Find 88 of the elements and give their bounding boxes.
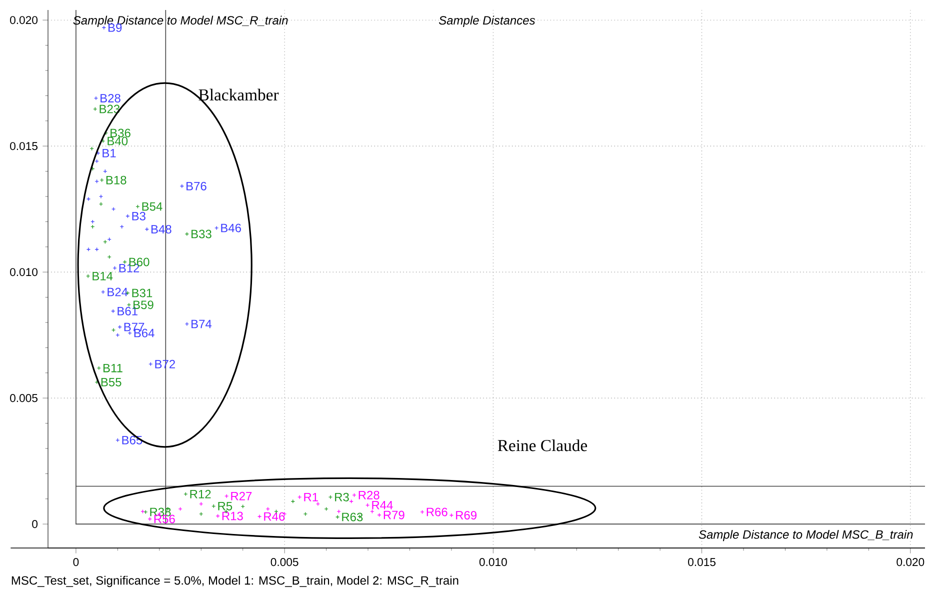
point xyxy=(449,513,454,518)
point xyxy=(136,204,140,209)
x-tick-label: 0 xyxy=(73,558,79,566)
annotation: R46 xyxy=(264,512,285,521)
annotation: B11 xyxy=(103,364,122,372)
point xyxy=(111,207,116,212)
point xyxy=(303,512,308,516)
annotation: B40 xyxy=(108,136,128,146)
point xyxy=(420,510,424,514)
annotation: B14 xyxy=(92,272,113,280)
annotation: R79 xyxy=(384,510,404,520)
point xyxy=(257,514,262,519)
annotation: B1 xyxy=(102,148,116,158)
point xyxy=(116,332,120,338)
annotation: Reine Claude xyxy=(498,439,588,452)
point xyxy=(324,506,328,512)
point xyxy=(178,506,182,512)
point xyxy=(336,509,341,514)
x-tick-label: 0.010 xyxy=(479,558,507,566)
annotation: R3 xyxy=(335,492,349,502)
annotation: R44 xyxy=(372,501,393,510)
point xyxy=(216,514,220,518)
annotation: Blackamber xyxy=(198,88,279,101)
annotation: B28 xyxy=(100,94,120,102)
point xyxy=(98,202,104,206)
point xyxy=(184,492,188,496)
annotation: R13 xyxy=(222,512,243,520)
point xyxy=(101,290,106,294)
point xyxy=(328,495,333,500)
point xyxy=(86,247,91,252)
point xyxy=(111,328,116,332)
annotation: R12 xyxy=(190,490,211,498)
text: MSC_Test_set, Significance = 5.0%, Model 1: MSC_B_train, Model 2: MSC_R_train xyxy=(12,576,458,588)
point xyxy=(214,226,219,230)
annotation: R69 xyxy=(456,510,476,520)
annotation: B24 xyxy=(108,288,128,296)
annotation: R66 xyxy=(426,508,448,516)
annotation: R5 xyxy=(218,502,232,510)
x-tick-label: 0.020 xyxy=(896,558,924,566)
y-tick-label: 0.015 xyxy=(10,142,38,150)
point xyxy=(352,493,356,498)
y-tick-label: 0.005 xyxy=(10,394,38,402)
point xyxy=(107,254,112,260)
point xyxy=(118,324,122,330)
y-tick-label: 0.010 xyxy=(10,268,38,276)
point xyxy=(240,504,245,508)
x-tick-label: 0.005 xyxy=(270,558,298,566)
annotation: B36 xyxy=(110,128,130,138)
annotation: R28 xyxy=(358,490,380,500)
y-tick-label: 0 xyxy=(32,520,38,528)
annotation: R63 xyxy=(342,512,363,522)
x-tick-label: 0.015 xyxy=(688,558,716,566)
point xyxy=(199,512,204,516)
point xyxy=(86,274,90,278)
point xyxy=(144,510,148,514)
annotation: R27 xyxy=(231,492,252,500)
point xyxy=(94,96,98,100)
y-tick-label: 0.020 xyxy=(10,16,38,24)
annotation: B18 xyxy=(106,176,126,184)
annotation: R1 xyxy=(304,492,318,502)
x-axis-title: Sample Distance to Model MSC_B_train xyxy=(698,530,913,542)
annotation: B55 xyxy=(101,378,122,386)
point xyxy=(93,106,98,112)
point xyxy=(96,366,101,370)
point xyxy=(184,322,190,326)
annotation: B3 xyxy=(132,212,146,220)
point xyxy=(148,516,152,522)
point xyxy=(180,184,184,188)
annotation: B33 xyxy=(192,230,212,238)
point xyxy=(370,509,374,514)
annotation: B76 xyxy=(186,182,206,190)
point xyxy=(266,506,270,512)
point xyxy=(224,494,229,498)
annotation: B31 xyxy=(132,288,152,298)
point xyxy=(316,502,320,506)
point xyxy=(86,196,91,202)
point xyxy=(335,514,340,520)
point xyxy=(140,509,145,514)
point xyxy=(377,512,382,518)
annotation: B46 xyxy=(221,224,241,232)
annotation: B54 xyxy=(142,202,162,211)
annotation: B23 xyxy=(100,104,120,114)
chart-title: Sample Distances xyxy=(438,16,536,27)
point xyxy=(112,266,117,270)
annotation: B74 xyxy=(192,320,212,328)
point xyxy=(184,232,190,236)
point xyxy=(98,194,104,199)
point xyxy=(148,362,153,366)
